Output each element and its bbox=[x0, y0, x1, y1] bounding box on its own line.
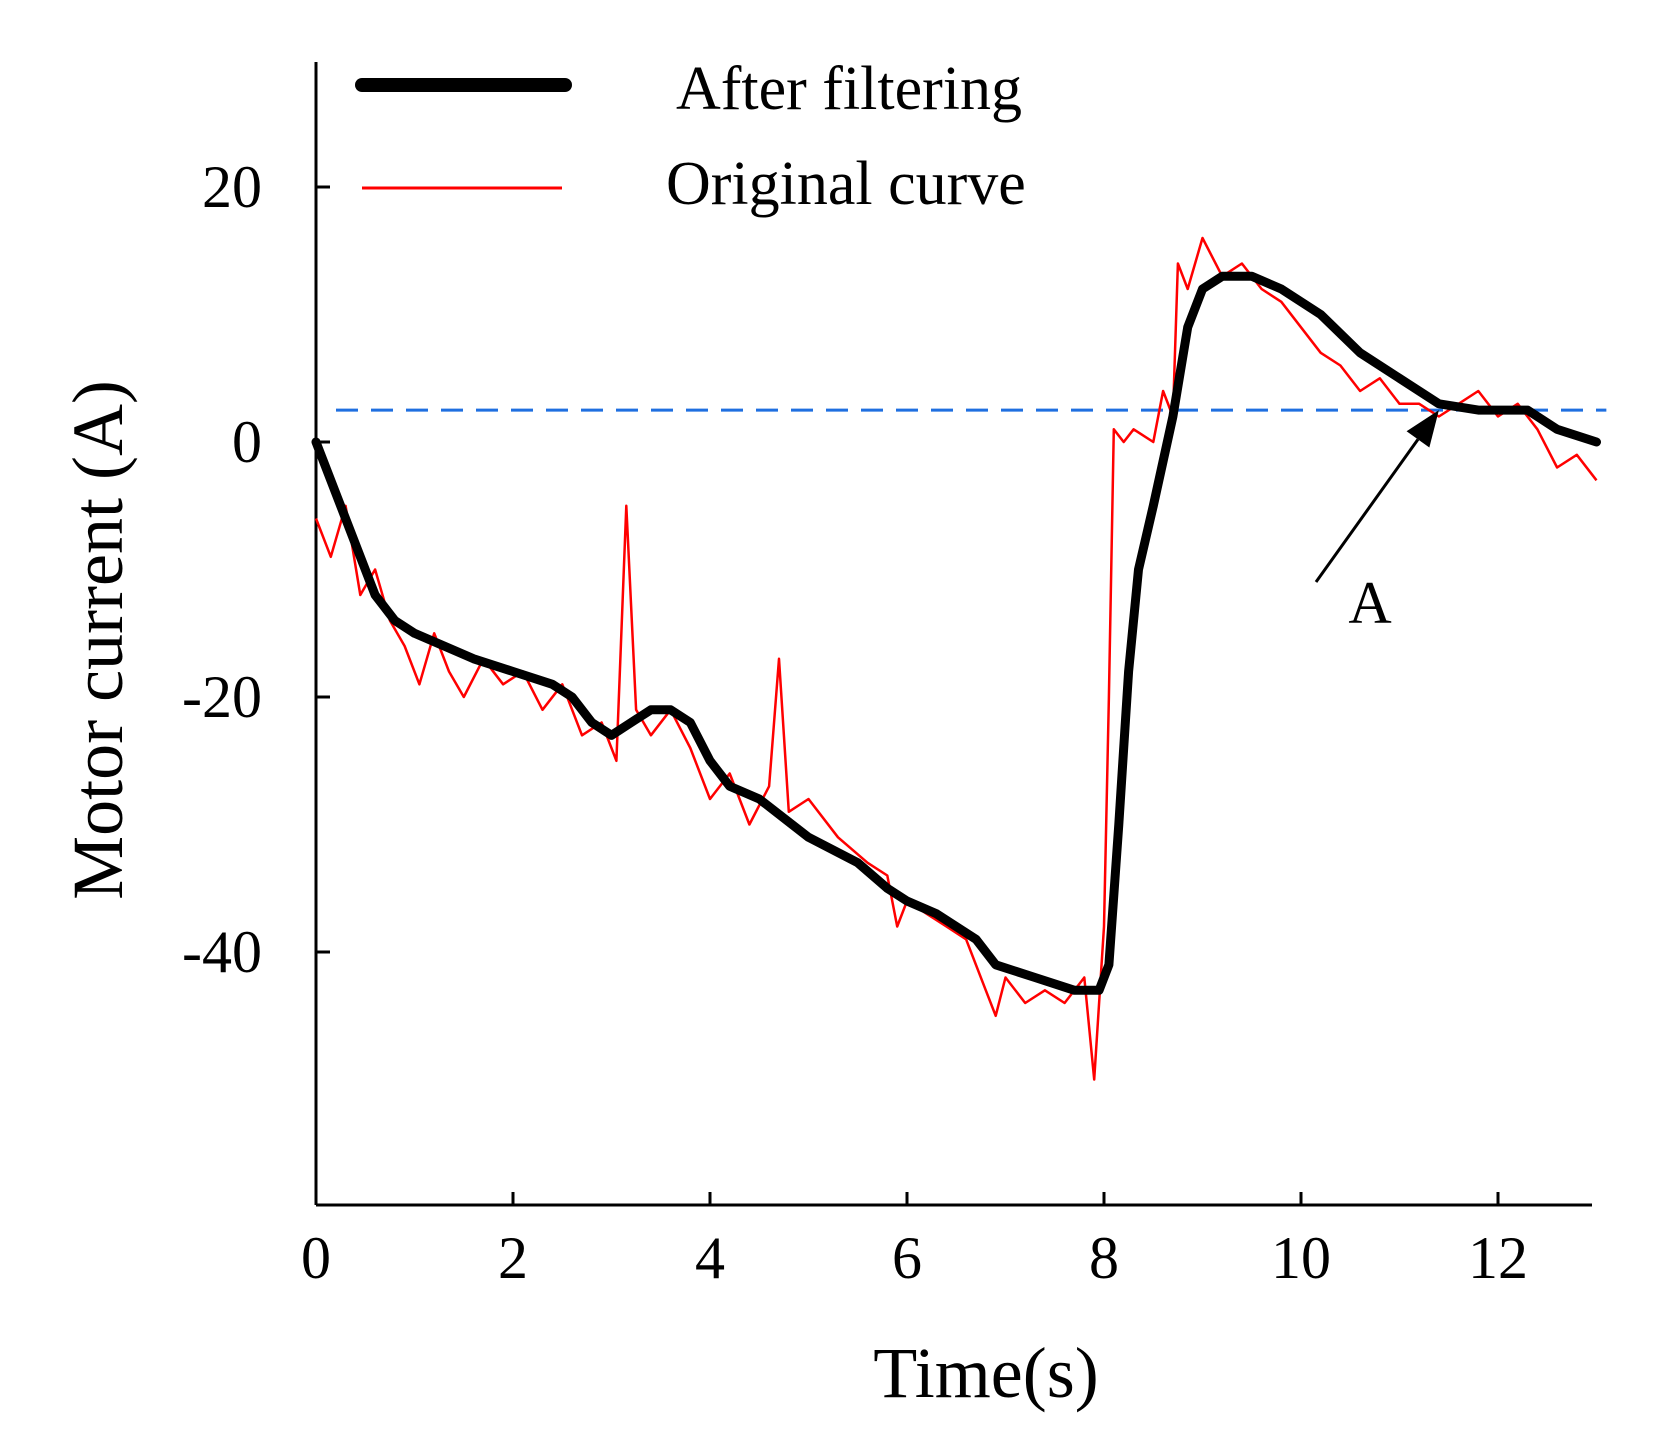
legend-label-after-filtering: After filtering bbox=[676, 55, 1022, 123]
annotation-a: A bbox=[1314, 410, 1439, 636]
annotation-arrowhead bbox=[1406, 410, 1439, 448]
annotation-label: A bbox=[1348, 570, 1391, 636]
y-tick-label: -20 bbox=[182, 664, 262, 730]
legend-label-original-curve: Original curve bbox=[666, 150, 1026, 218]
x-tick-label: 12 bbox=[1468, 1225, 1528, 1291]
y-tick-label: 0 bbox=[232, 409, 262, 475]
annotation-arrow bbox=[1314, 438, 1420, 583]
y-ticks: 20 0 -20 -40 bbox=[182, 154, 330, 985]
x-tick-label: 4 bbox=[695, 1225, 725, 1291]
y-tick-label: 20 bbox=[202, 154, 262, 220]
x-tick-label: 0 bbox=[301, 1225, 331, 1291]
x-tick-label: 10 bbox=[1271, 1225, 1331, 1291]
x-tick-label: 6 bbox=[892, 1225, 922, 1291]
y-tick-label: -40 bbox=[182, 919, 262, 985]
y-axis-label: Motor current (A) bbox=[58, 380, 138, 900]
x-axis-label: Time(s) bbox=[873, 1333, 1098, 1413]
x-tick-label: 2 bbox=[498, 1225, 528, 1291]
legend: After filtering Original curve bbox=[355, 55, 1026, 218]
x-tick-label: 8 bbox=[1089, 1225, 1119, 1291]
series-original-curve bbox=[314, 236, 1598, 1081]
series-after-filtering bbox=[311, 271, 1601, 995]
x-ticks: 0 2 4 6 8 10 12 bbox=[301, 1192, 1528, 1291]
